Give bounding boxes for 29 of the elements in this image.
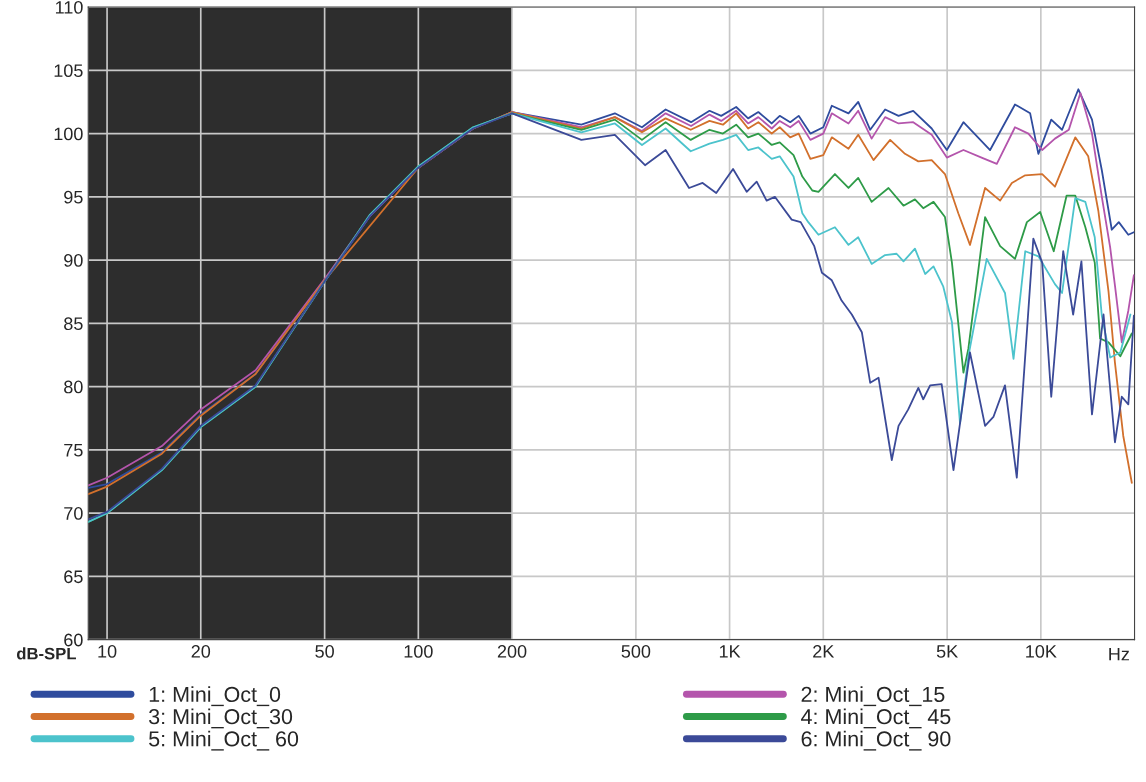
legend-label: 1: Mini_Oct_0 — [149, 686, 281, 707]
y-tick-label: 105 — [54, 64, 83, 78]
x-tick-label: 100 — [404, 645, 433, 658]
x-tick-label: 2K — [813, 645, 835, 658]
legend-label: 3: Mini_Oct_30 — [148, 708, 293, 729]
x-tick-label: 10K — [1026, 645, 1057, 658]
x-tick-label: 1K — [719, 645, 741, 658]
legend-label: 5: Mini_Oct_ 60 — [149, 730, 299, 751]
x-tick-label: 20 — [191, 645, 211, 658]
y-tick-label: 110 — [55, 0, 83, 14]
x-tick-label: 500 — [621, 645, 651, 658]
y-tick-label: 85 — [64, 317, 83, 331]
legend-label: 4: Mini_Oct_ 45 — [801, 708, 951, 729]
x-axis-title: Hz — [1109, 647, 1129, 661]
y-tick-label: 100 — [54, 127, 83, 141]
x-tick-label: 5K — [936, 645, 958, 658]
y-tick-label: 95 — [64, 190, 83, 204]
legend-label: 6: Mini_Oct_ 90 — [801, 730, 951, 751]
x-tick-label: 200 — [497, 645, 527, 658]
legend-label: 2: Mini_Oct_15 — [801, 686, 945, 707]
x-tick-label: 10 — [98, 645, 117, 658]
y-tick-label: 70 — [64, 507, 83, 520]
y-tick-label: 90 — [64, 254, 83, 267]
x-tick-label: 50 — [315, 645, 334, 658]
y-tick-label: 65 — [64, 570, 83, 584]
y-axis-title: dB-SPL — [16, 647, 76, 660]
y-tick-label: 75 — [64, 444, 83, 457]
y-tick-label: 80 — [64, 380, 83, 394]
y-tick-label: 60 — [64, 633, 83, 647]
